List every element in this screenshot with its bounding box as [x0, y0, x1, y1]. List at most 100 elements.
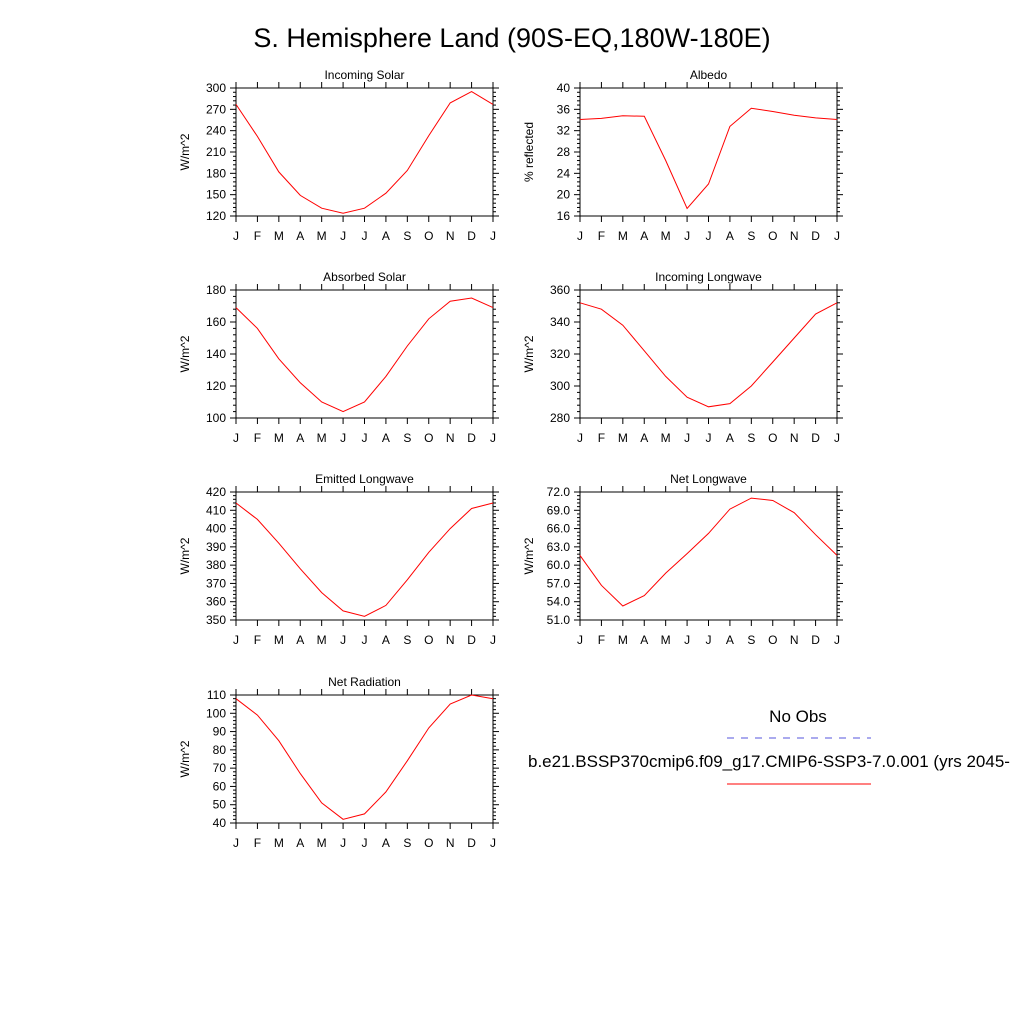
- x-tick-label: D: [811, 229, 820, 243]
- x-tick-label: A: [726, 431, 734, 445]
- x-tick-label: J: [340, 836, 346, 850]
- x-tick-label: M: [661, 633, 671, 647]
- series-line: [579, 497, 838, 607]
- x-tick-label: J: [233, 431, 239, 445]
- y-tick-label: 80: [213, 743, 227, 757]
- x-tick-label: A: [382, 229, 390, 243]
- x-tick-label: A: [382, 431, 390, 445]
- y-tick-label: 20: [557, 188, 571, 202]
- y-tick-label: 360: [550, 283, 570, 297]
- y-tick-label: 120: [206, 379, 226, 393]
- y-tick-label: 420: [206, 485, 226, 499]
- y-tick-label: 70: [213, 761, 227, 775]
- x-tick-label: M: [618, 633, 628, 647]
- x-tick-label: J: [362, 229, 368, 243]
- x-tick-label: D: [467, 431, 476, 445]
- y-tick-label: 54.0: [547, 595, 571, 609]
- y-tick-label: 28: [557, 145, 571, 159]
- x-tick-label: M: [661, 229, 671, 243]
- x-tick-label: N: [446, 431, 455, 445]
- x-tick-label: M: [317, 229, 327, 243]
- x-tick-label: J: [684, 229, 690, 243]
- x-tick-label: D: [467, 836, 476, 850]
- series-line: [235, 694, 494, 820]
- y-tick-label: 270: [206, 102, 226, 116]
- panel-title: Net Radiation: [328, 675, 401, 689]
- x-tick-label: J: [834, 633, 840, 647]
- x-tick-label: O: [424, 431, 433, 445]
- x-tick-label: S: [747, 633, 755, 647]
- x-tick-label: J: [340, 229, 346, 243]
- x-tick-label: J: [340, 431, 346, 445]
- x-tick-label: M: [274, 229, 284, 243]
- x-tick-label: N: [790, 431, 799, 445]
- x-tick-label: J: [362, 836, 368, 850]
- x-tick-label: J: [834, 431, 840, 445]
- legend: No Obs b.e21.BSSP370cmip6.f09_g17.CMIP6-…: [528, 707, 1010, 785]
- x-tick-label: S: [403, 229, 411, 243]
- y-tick-label: 140: [206, 347, 226, 361]
- x-tick-label: M: [618, 431, 628, 445]
- x-tick-label: A: [640, 633, 648, 647]
- x-tick-label: S: [747, 229, 755, 243]
- y-axis-label: W/m^2: [178, 133, 192, 170]
- y-tick-label: 16: [557, 209, 571, 223]
- x-tick-label: J: [362, 431, 368, 445]
- y-tick-label: 210: [206, 145, 226, 159]
- x-tick-label: J: [233, 633, 239, 647]
- x-tick-label: A: [296, 229, 304, 243]
- x-tick-label: J: [490, 229, 496, 243]
- x-tick-label: A: [296, 431, 304, 445]
- x-tick-label: J: [577, 633, 583, 647]
- x-tick-label: A: [382, 836, 390, 850]
- y-tick-label: 40: [213, 816, 227, 830]
- y-tick-label: 60: [213, 779, 227, 793]
- x-tick-label: J: [362, 633, 368, 647]
- series-line: [579, 302, 838, 408]
- y-tick-label: 280: [550, 411, 570, 425]
- y-tick-label: 400: [206, 522, 226, 536]
- x-tick-label: J: [490, 431, 496, 445]
- x-tick-label: J: [577, 431, 583, 445]
- figure-title: S. Hemisphere Land (90S-EQ,180W-180E): [253, 23, 770, 53]
- x-tick-label: M: [618, 229, 628, 243]
- y-tick-label: 60.0: [547, 558, 571, 572]
- x-tick-label: N: [790, 633, 799, 647]
- plot-frame: [579, 491, 838, 621]
- panel-title: Net Longwave: [670, 472, 747, 486]
- plot-frame: [579, 289, 838, 419]
- y-tick-label: 320: [550, 347, 570, 361]
- y-tick-label: 57.0: [547, 576, 571, 590]
- y-tick-label: 180: [206, 166, 226, 180]
- y-tick-label: 300: [550, 379, 570, 393]
- y-tick-label: 390: [206, 540, 226, 554]
- y-tick-label: 63.0: [547, 540, 571, 554]
- y-tick-label: 380: [206, 558, 226, 572]
- x-tick-label: F: [254, 431, 261, 445]
- x-tick-label: F: [598, 431, 605, 445]
- x-tick-label: J: [233, 229, 239, 243]
- y-tick-label: 360: [206, 595, 226, 609]
- y-tick-label: 66.0: [547, 522, 571, 536]
- x-tick-label: D: [811, 431, 820, 445]
- y-tick-label: 72.0: [547, 485, 571, 499]
- y-axis-label: W/m^2: [522, 537, 536, 574]
- x-tick-label: M: [317, 836, 327, 850]
- x-tick-label: N: [790, 229, 799, 243]
- y-tick-label: 32: [557, 124, 571, 138]
- series-line: [235, 297, 494, 413]
- plot-frame: [235, 694, 494, 824]
- x-tick-label: F: [598, 633, 605, 647]
- panel-title: Absorbed Solar: [323, 270, 406, 284]
- x-tick-label: J: [490, 633, 496, 647]
- x-tick-label: F: [598, 229, 605, 243]
- y-tick-label: 100: [206, 706, 226, 720]
- y-axis-label: W/m^2: [178, 335, 192, 372]
- y-tick-label: 180: [206, 283, 226, 297]
- x-tick-label: A: [382, 633, 390, 647]
- x-tick-label: J: [706, 633, 712, 647]
